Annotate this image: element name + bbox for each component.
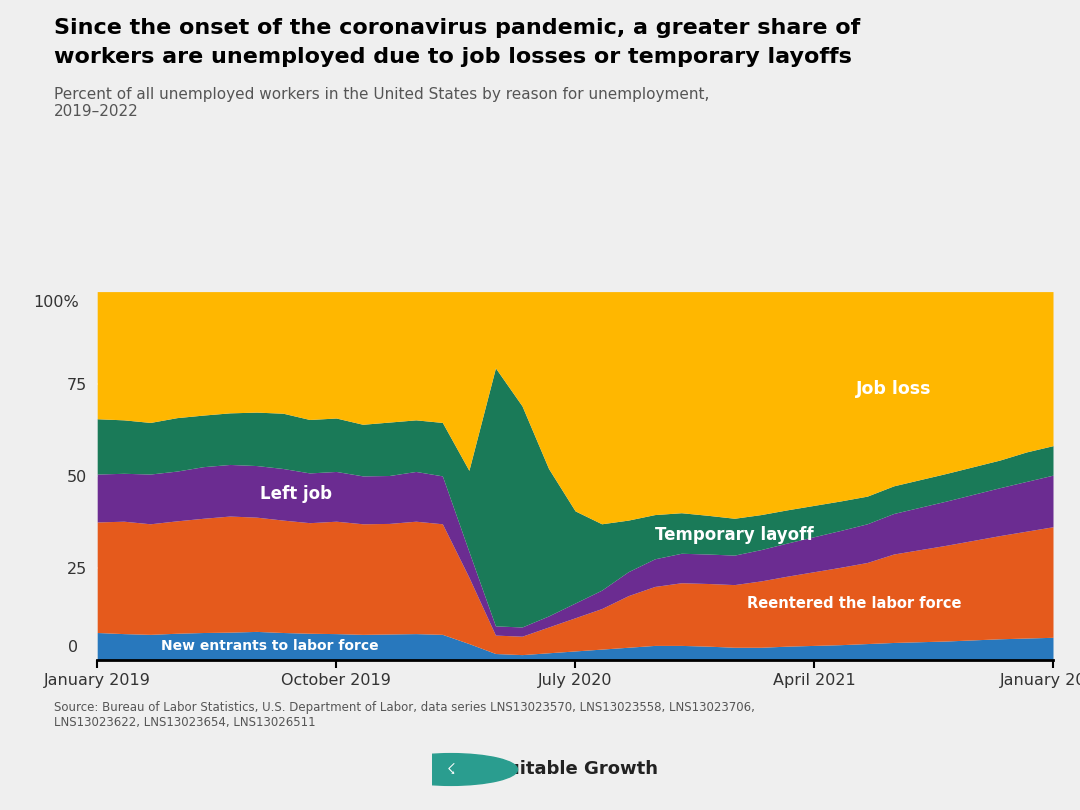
Text: Left job: Left job	[260, 485, 333, 503]
Text: New entrants to labor force: New entrants to labor force	[161, 639, 379, 653]
Text: Percent of all unemployed workers in the United States by reason for unemploymen: Percent of all unemployed workers in the…	[54, 87, 710, 119]
Text: Equitable Growth: Equitable Growth	[482, 761, 658, 778]
Text: 0: 0	[68, 640, 79, 654]
Circle shape	[384, 753, 517, 786]
Text: workers are unemployed due to job losses or temporary layoffs: workers are unemployed due to job losses…	[54, 47, 852, 67]
Text: Temporary layoff: Temporary layoff	[656, 526, 813, 544]
Text: Reentered the labor force: Reentered the labor force	[746, 595, 961, 611]
Text: Since the onset of the coronavirus pandemic, a greater share of: Since the onset of the coronavirus pande…	[54, 18, 861, 38]
Text: 100%: 100%	[32, 296, 79, 310]
Text: ☇: ☇	[447, 762, 456, 777]
Text: Source: Bureau of Labor Statistics, U.S. Department of Labor, data series LNS130: Source: Bureau of Labor Statistics, U.S.…	[54, 701, 755, 729]
Text: Job loss: Job loss	[856, 380, 931, 398]
